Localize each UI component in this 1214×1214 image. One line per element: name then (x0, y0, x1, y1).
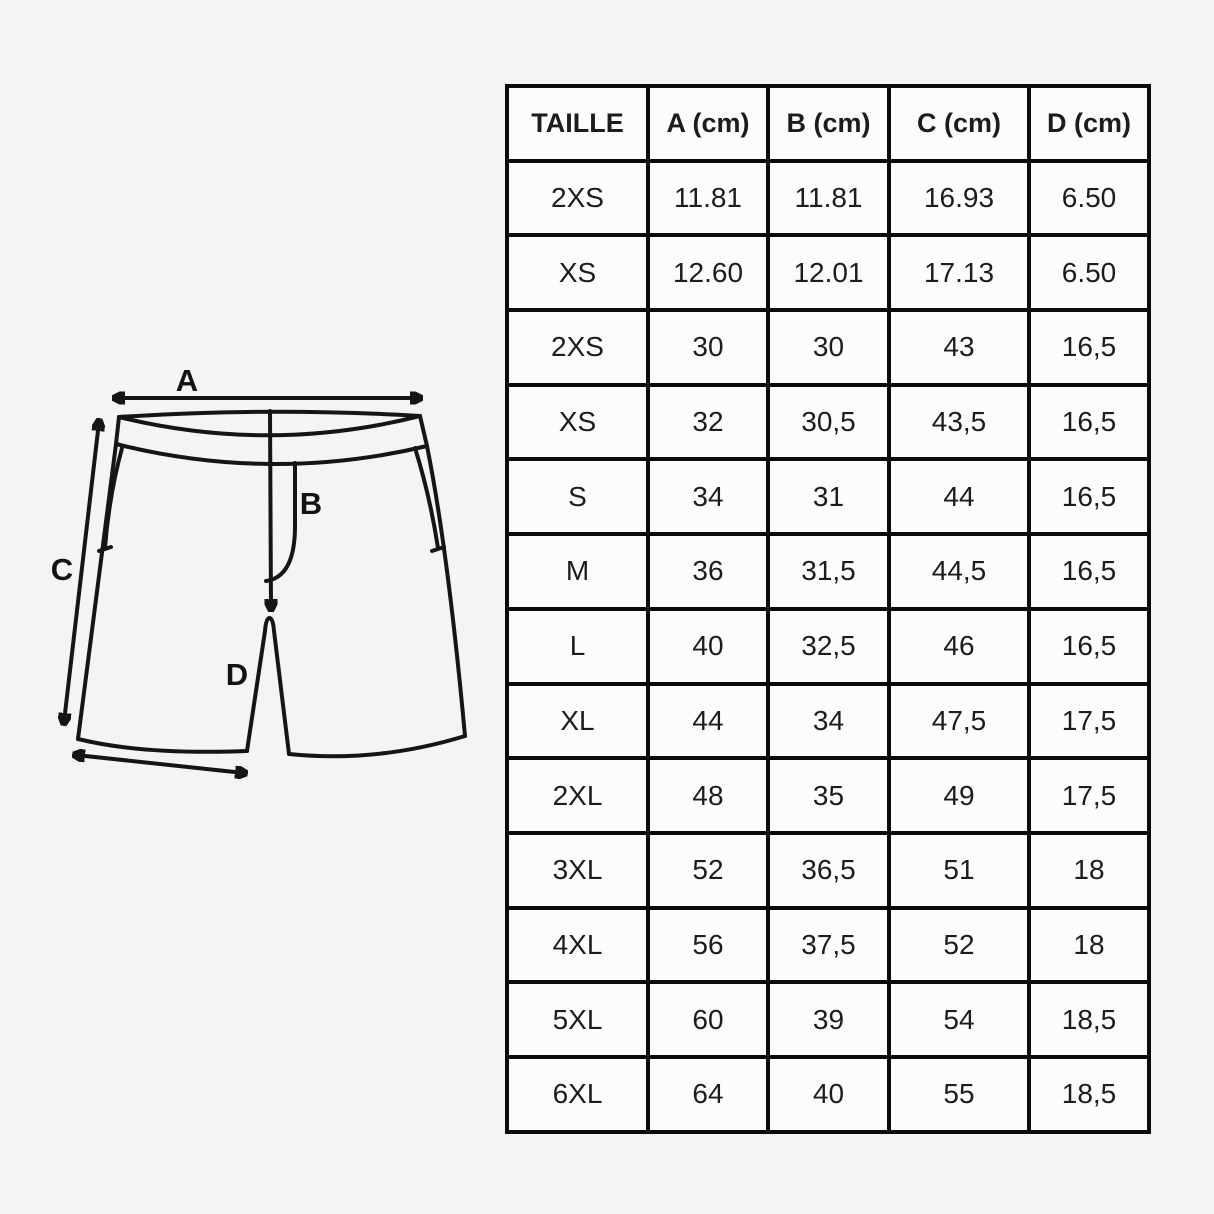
value-cell: 16,5 (1027, 606, 1151, 686)
value-cell: 44 (646, 681, 770, 761)
size-cell: L (505, 606, 650, 686)
value-cell: 40 (766, 1054, 891, 1134)
size-cell: XL (505, 681, 650, 761)
table-row: 6XL 64 40 55 18,5 (505, 1054, 1151, 1134)
value-cell: 43,5 (887, 382, 1031, 462)
size-cell: 2XL (505, 756, 650, 835)
size-table: TAILLE A (cm) B (cm) C (cm) D (cm) 2XS 11… (505, 84, 1151, 1134)
value-cell: 16,5 (1027, 308, 1151, 387)
value-cell: 16,5 (1027, 532, 1151, 611)
size-cell: 5XL (505, 980, 650, 1059)
table-row: 2XS 30 30 43 16,5 (505, 308, 1151, 387)
value-cell: 6.50 (1027, 158, 1151, 238)
value-cell: 31 (766, 457, 891, 537)
value-cell: 12.01 (766, 233, 891, 313)
size-table-body: 2XS 11.81 11.81 16.93 6.50 XS 12.60 12.01 17.13 6… (505, 158, 1151, 1134)
measure-arrow-c (64, 422, 99, 722)
value-cell: 36 (646, 532, 770, 611)
value-cell: 16,5 (1027, 457, 1151, 537)
value-cell: 37,5 (766, 905, 891, 985)
value-cell: 49 (887, 756, 1031, 835)
value-cell: 60 (646, 980, 770, 1059)
table-row: 2XS 11.81 11.81 16.93 6.50 (505, 158, 1151, 238)
value-cell: 47,5 (887, 681, 1031, 761)
value-cell: 52 (887, 905, 1031, 985)
column-header-a: A (cm) (646, 84, 770, 163)
value-cell: 55 (887, 1054, 1031, 1134)
value-cell: 36,5 (766, 830, 891, 910)
shorts-pocket-right (413, 446, 446, 553)
shorts-measurement-diagram: A B C D (51, 366, 467, 790)
header-row: TAILLE A (cm) B (cm) C (cm) D (cm) (505, 84, 1151, 163)
column-header-taille: TAILLE (505, 84, 650, 163)
value-cell: 44 (887, 457, 1031, 537)
value-cell: 30 (766, 308, 891, 387)
value-cell: 51 (887, 830, 1031, 910)
value-cell: 32 (646, 382, 770, 462)
column-header-d: D (cm) (1027, 84, 1151, 163)
value-cell: 43 (887, 308, 1031, 387)
table-row: L 40 32,5 46 16,5 (505, 606, 1151, 686)
value-cell: 34 (766, 681, 891, 761)
value-cell: 44,5 (887, 532, 1031, 611)
value-cell: 54 (887, 980, 1031, 1059)
value-cell: 52 (646, 830, 770, 910)
value-cell: 34 (646, 457, 770, 537)
measure-label-b: B (300, 486, 322, 521)
table-row: 3XL 52 36,5 51 18 (505, 830, 1151, 910)
value-cell: 46 (887, 606, 1031, 686)
measure-label-a: A (176, 366, 198, 398)
size-cell: XS (505, 382, 650, 462)
value-cell: 18,5 (1027, 980, 1151, 1059)
value-cell: 17,5 (1027, 756, 1151, 835)
value-cell: 48 (646, 756, 770, 835)
value-cell: 16.93 (887, 158, 1031, 238)
value-cell: 39 (766, 980, 891, 1059)
size-cell: 6XL (505, 1054, 650, 1134)
value-cell: 18 (1027, 905, 1151, 985)
size-cell: 4XL (505, 905, 650, 985)
value-cell: 11.81 (766, 158, 891, 238)
value-cell: 11.81 (646, 158, 770, 238)
value-cell: 32,5 (766, 606, 891, 686)
column-header-c: C (cm) (887, 84, 1031, 163)
measure-arrow-b (270, 409, 271, 608)
column-header-b: B (cm) (766, 84, 891, 163)
measure-arrow-d (76, 755, 244, 773)
size-cell: 2XS (505, 308, 650, 387)
value-cell: 18 (1027, 830, 1151, 910)
size-cell: XS (505, 233, 650, 313)
value-cell: 30,5 (766, 382, 891, 462)
value-cell: 12.60 (646, 233, 770, 313)
value-cell: 17,5 (1027, 681, 1151, 761)
table-row: XS 32 30,5 43,5 16,5 (505, 382, 1151, 462)
table-row: 2XL 48 35 49 17,5 (505, 756, 1151, 835)
size-cell: M (505, 532, 650, 611)
table-row: XS 12.60 12.01 17.13 6.50 (505, 233, 1151, 313)
value-cell: 56 (646, 905, 770, 985)
value-cell: 6.50 (1027, 233, 1151, 313)
value-cell: 30 (646, 308, 770, 387)
size-cell: S (505, 457, 650, 537)
value-cell: 16,5 (1027, 382, 1151, 462)
table-row: M 36 31,5 44,5 16,5 (505, 532, 1151, 611)
size-table-header: TAILLE A (cm) B (cm) C (cm) D (cm) (505, 84, 1151, 163)
value-cell: 17.13 (887, 233, 1031, 313)
value-cell: 40 (646, 606, 770, 686)
measure-label-d: D (226, 657, 248, 692)
size-cell: 2XS (505, 158, 650, 238)
table-row: XL 44 34 47,5 17,5 (505, 681, 1151, 761)
table-row: 5XL 60 39 54 18,5 (505, 980, 1151, 1059)
table-row: S 34 31 44 16,5 (505, 457, 1151, 537)
table-row: 4XL 56 37,5 52 18 (505, 905, 1151, 985)
value-cell: 18,5 (1027, 1054, 1151, 1134)
size-cell: 3XL (505, 830, 650, 910)
value-cell: 31,5 (766, 532, 891, 611)
value-cell: 64 (646, 1054, 770, 1134)
measure-label-c: C (51, 552, 73, 587)
value-cell: 35 (766, 756, 891, 835)
